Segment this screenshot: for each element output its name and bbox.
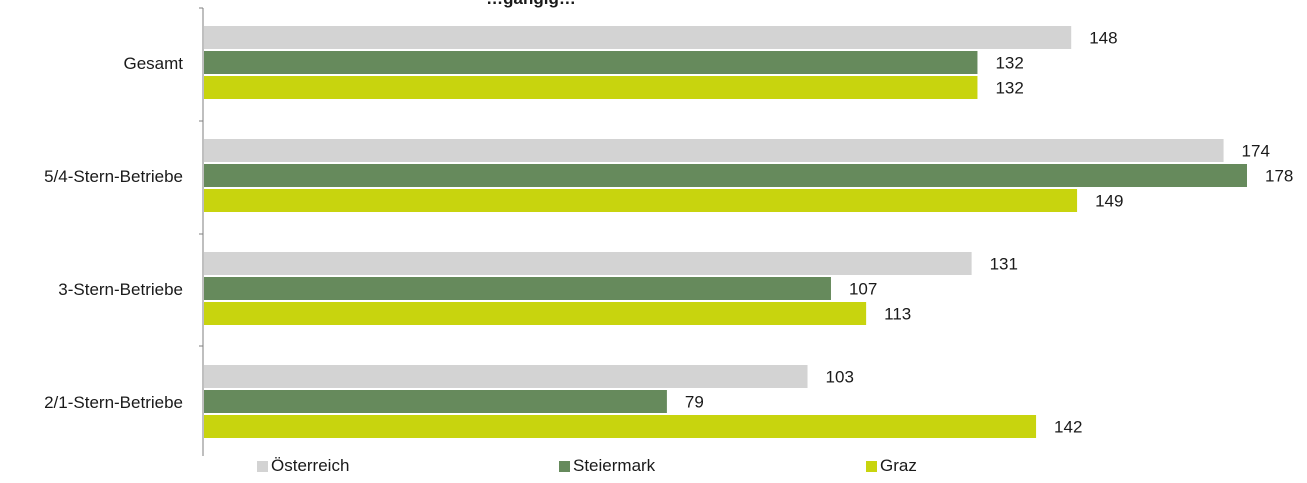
legend-label-oesterreich: Österreich <box>271 456 350 475</box>
bar-steiermark-1 <box>204 164 1247 187</box>
bars-group <box>204 26 1247 438</box>
category-label: Gesamt <box>123 54 183 73</box>
legend-swatch-oesterreich <box>257 460 268 472</box>
bar-österreich-3 <box>204 365 808 388</box>
chart-title: …gängig… <box>486 0 576 8</box>
data-label: 132 <box>995 54 1023 73</box>
bar-graz-0 <box>204 76 978 99</box>
legend-label-graz: Graz <box>880 456 917 475</box>
bar-österreich-0 <box>204 26 1072 49</box>
legend-item-graz: Graz <box>866 456 917 476</box>
legend-label-steiermark: Steiermark <box>573 456 656 475</box>
legend: Österreich Steiermark Graz <box>0 456 1307 480</box>
data-label: 79 <box>685 393 704 412</box>
labels-group: 148 132 132 174 178 149 131 107 113 103 79 142 <box>685 29 1293 437</box>
data-label: 174 <box>1242 142 1270 161</box>
category-axis: Gesamt 5/4-Stern-Betriebe 3-Stern-Betriebe… <box>44 7 204 456</box>
bar-graz-3 <box>204 415 1037 438</box>
legend-item-steiermark: Steiermark <box>559 456 655 476</box>
data-label: 107 <box>849 280 877 299</box>
bar-chart: …gängig… Gesamt 5/4-Stern-Betriebe 3-Stern… <box>44 0 1293 456</box>
bar-graz-1 <box>204 189 1078 212</box>
bar-steiermark-2 <box>204 277 831 300</box>
legend-swatch-graz <box>866 460 877 472</box>
legend-swatch-steiermark <box>559 460 570 472</box>
data-label: 149 <box>1095 192 1123 211</box>
bar-steiermark-0 <box>204 51 978 74</box>
category-label: 5/4-Stern-Betriebe <box>44 167 183 186</box>
data-label: 148 <box>1089 29 1117 48</box>
bar-graz-2 <box>204 302 867 325</box>
category-label: 2/1-Stern-Betriebe <box>44 393 183 412</box>
bar-österreich-1 <box>204 139 1224 162</box>
data-label: 142 <box>1054 418 1082 437</box>
legend-item-oesterreich: Österreich <box>257 456 349 476</box>
data-label: 132 <box>995 79 1023 98</box>
category-label: 3-Stern-Betriebe <box>58 280 183 299</box>
bar-österreich-2 <box>204 252 972 275</box>
data-label: 103 <box>826 368 854 387</box>
data-label: 178 <box>1265 167 1293 186</box>
data-label: 113 <box>884 305 911 324</box>
data-label: 131 <box>990 255 1018 274</box>
bar-steiermark-3 <box>204 390 667 413</box>
